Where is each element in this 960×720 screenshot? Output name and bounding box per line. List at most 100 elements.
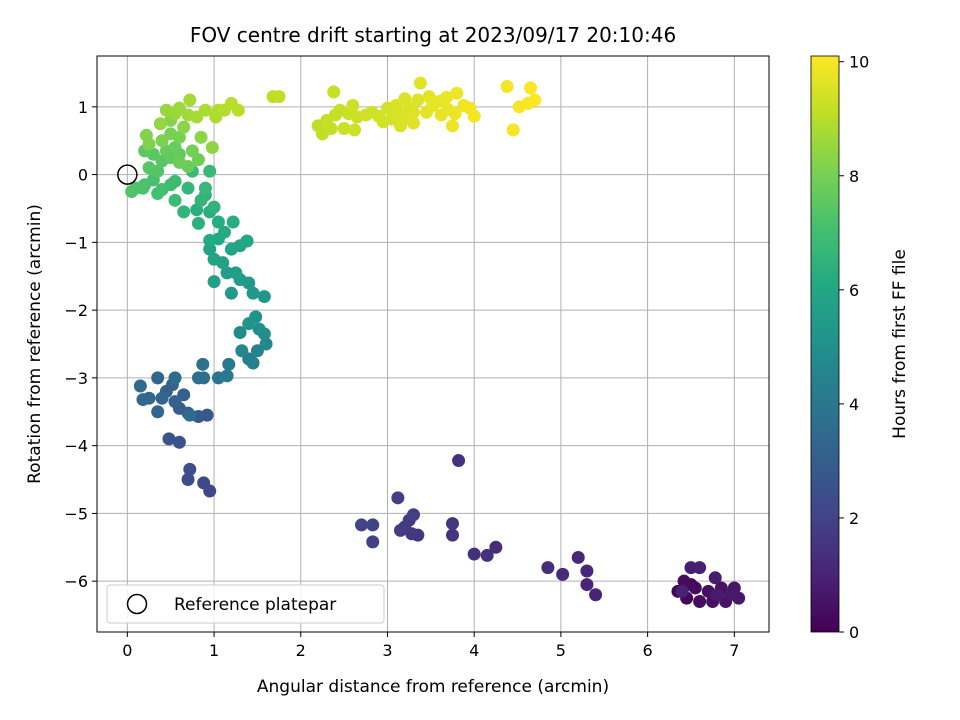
data-point bbox=[235, 344, 249, 358]
data-point bbox=[181, 473, 195, 487]
data-point bbox=[231, 103, 245, 117]
data-point bbox=[172, 435, 186, 449]
data-point bbox=[162, 432, 176, 446]
data-point bbox=[177, 120, 191, 134]
data-point bbox=[354, 518, 368, 532]
data-point bbox=[541, 561, 555, 575]
data-point bbox=[489, 540, 503, 554]
data-point bbox=[240, 234, 254, 248]
data-point bbox=[203, 164, 217, 178]
data-point bbox=[207, 200, 221, 214]
data-point bbox=[226, 215, 240, 229]
data-point bbox=[246, 356, 260, 370]
legend-label: Reference platepar bbox=[174, 595, 336, 615]
colorbar-tick-label: 6 bbox=[849, 281, 859, 300]
data-point bbox=[196, 357, 210, 371]
colorbar-tick-label: 10 bbox=[849, 53, 869, 72]
x-axis-label: Angular distance from reference (arcmin) bbox=[257, 677, 609, 697]
data-point bbox=[675, 584, 689, 598]
reference-platepar-marker bbox=[117, 164, 138, 185]
data-point bbox=[346, 98, 360, 112]
x-axis-ticks: 0 1 2 3 4 5 6 7 bbox=[122, 632, 739, 660]
data-point bbox=[446, 119, 460, 133]
colorbar-tick-label: 2 bbox=[849, 509, 859, 528]
data-point bbox=[693, 561, 707, 575]
data-point bbox=[252, 322, 266, 336]
data-point bbox=[524, 81, 538, 95]
data-point bbox=[183, 93, 197, 107]
colorbar-ticks: 0 2 4 6 8 10 bbox=[839, 53, 869, 642]
data-point bbox=[348, 123, 362, 137]
y-axis-label: Rotation from reference (arcmin) bbox=[25, 204, 45, 484]
data-point bbox=[257, 290, 271, 304]
data-point bbox=[217, 225, 231, 239]
data-point bbox=[467, 547, 481, 561]
data-point bbox=[452, 454, 466, 468]
colorbar-tick-label: 8 bbox=[849, 167, 859, 186]
data-point bbox=[413, 76, 427, 90]
data-point bbox=[153, 117, 167, 131]
legend-marker bbox=[126, 593, 148, 615]
data-point bbox=[151, 371, 165, 385]
data-point bbox=[272, 90, 286, 104]
data-point bbox=[406, 116, 420, 130]
data-point bbox=[571, 550, 585, 564]
data-point bbox=[242, 317, 256, 331]
chart-title: FOV centre drift starting at 2023/09/17 … bbox=[190, 23, 676, 47]
data-point bbox=[136, 393, 150, 407]
data-points bbox=[125, 76, 746, 609]
x-tick-label: 4 bbox=[469, 641, 479, 660]
data-point bbox=[406, 508, 420, 522]
data-point bbox=[439, 90, 453, 104]
x-tick-label: 2 bbox=[296, 641, 306, 660]
data-point bbox=[677, 574, 691, 588]
y-tick-label: −3 bbox=[64, 369, 88, 388]
data-point bbox=[142, 161, 156, 175]
legend: Reference platepar bbox=[106, 584, 385, 624]
x-tick-label: 3 bbox=[382, 641, 392, 660]
y-tick-label: 1 bbox=[78, 98, 88, 117]
data-point bbox=[467, 109, 481, 123]
data-point bbox=[589, 588, 603, 602]
data-point bbox=[198, 181, 212, 195]
data-point bbox=[580, 564, 594, 578]
data-point bbox=[688, 581, 702, 595]
data-point bbox=[327, 85, 341, 99]
colorbar-label: Hours from first FF file bbox=[890, 249, 910, 439]
data-point bbox=[177, 205, 191, 219]
data-point bbox=[337, 122, 351, 136]
data-point bbox=[125, 185, 139, 199]
colorbar-tick-label: 4 bbox=[849, 395, 859, 414]
data-point bbox=[500, 79, 514, 93]
data-point bbox=[246, 286, 260, 300]
y-tick-label: −5 bbox=[64, 504, 88, 523]
y-tick-label: 0 bbox=[78, 166, 88, 185]
data-point bbox=[366, 535, 380, 549]
data-point bbox=[181, 159, 195, 173]
data-point bbox=[229, 266, 243, 280]
data-point bbox=[446, 517, 460, 531]
data-point bbox=[133, 379, 147, 393]
data-point bbox=[393, 523, 407, 537]
data-point bbox=[580, 578, 594, 592]
data-point bbox=[151, 405, 165, 419]
data-point bbox=[205, 140, 219, 154]
data-point bbox=[411, 93, 425, 107]
data-point bbox=[220, 369, 234, 383]
x-tick-label: 1 bbox=[209, 641, 219, 660]
data-point bbox=[211, 215, 225, 229]
data-point bbox=[224, 286, 238, 300]
data-point bbox=[693, 595, 707, 609]
y-tick-label: −2 bbox=[64, 301, 88, 320]
data-point bbox=[155, 134, 169, 148]
data-point bbox=[197, 476, 211, 490]
data-point bbox=[168, 193, 182, 207]
data-point bbox=[194, 193, 208, 207]
x-tick-label: 5 bbox=[556, 641, 566, 660]
data-point bbox=[506, 123, 520, 137]
plot-frame bbox=[96, 55, 770, 633]
data-point bbox=[168, 140, 182, 154]
data-point bbox=[181, 181, 195, 195]
data-point bbox=[233, 325, 247, 339]
